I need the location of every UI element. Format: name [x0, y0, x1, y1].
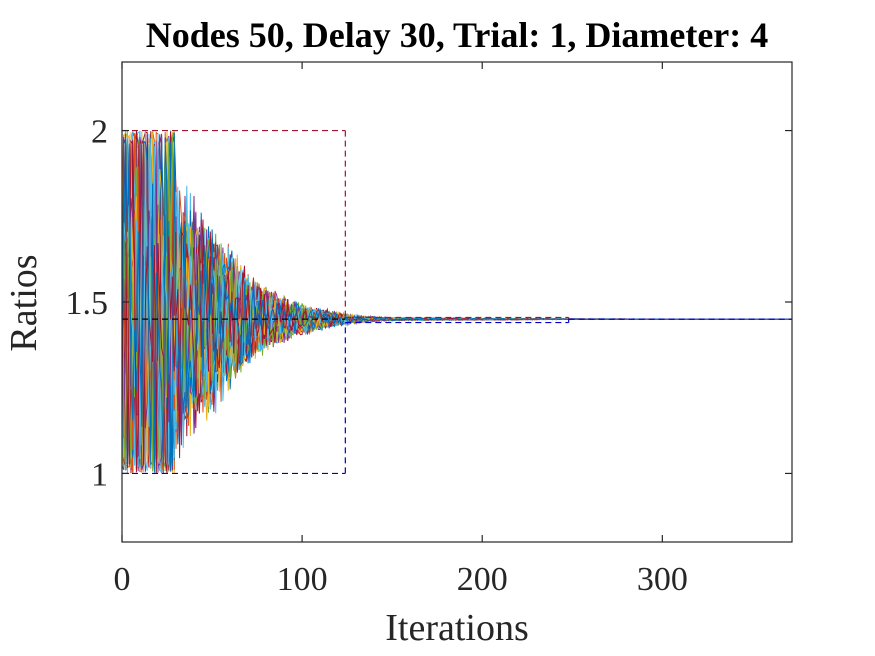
y-tick-label: 2	[91, 114, 108, 151]
x-tick-label: 100	[277, 561, 328, 598]
axes-layer: 0 100 200 300 1 1.5 2	[66, 61, 793, 598]
x-tick-label: 0	[114, 561, 131, 598]
x-tick-label: 300	[637, 561, 688, 598]
y-tick-label: 1	[91, 456, 108, 493]
y-axis-label: Ratios	[3, 254, 45, 351]
bounds-layer	[122, 129, 792, 475]
y-tick-label: 1.5	[66, 285, 109, 322]
x-axis-label: Iterations	[385, 607, 529, 649]
chart-title: Nodes 50, Delay 30, Trial: 1, Diameter: …	[146, 15, 769, 55]
x-tick-label: 200	[457, 561, 508, 598]
